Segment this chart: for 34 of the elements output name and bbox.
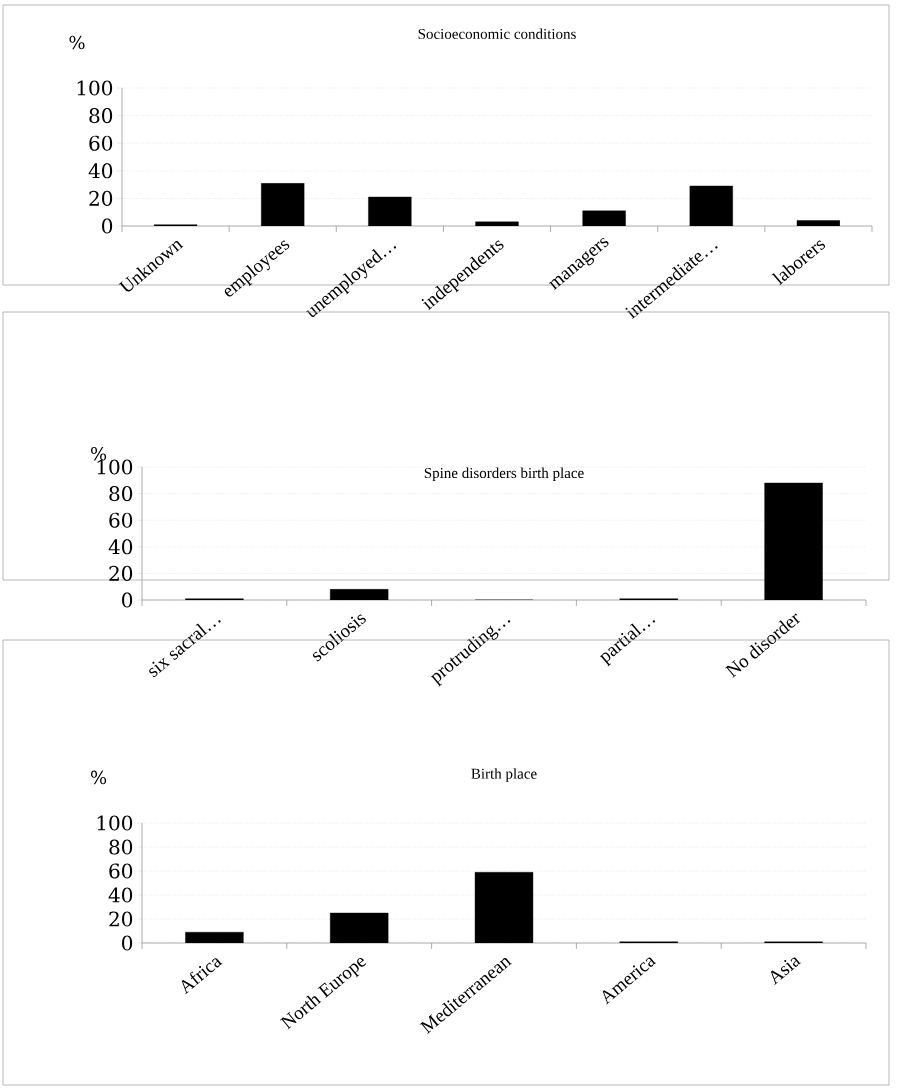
bar — [582, 210, 626, 227]
y-axis-title: % — [91, 770, 107, 785]
y-tick-label: 40 — [108, 887, 133, 903]
y-tick-label: 40 — [108, 539, 133, 555]
bar — [330, 912, 389, 944]
y-tick-label: 60 — [89, 135, 113, 151]
y-tick-label: 20 — [89, 190, 113, 206]
chart-title: Socioeconomic conditions — [418, 28, 576, 39]
bar — [368, 196, 412, 227]
y-tick-label: 0 — [102, 218, 113, 234]
bar — [474, 872, 534, 944]
chart-title: Spine disorders birth place — [424, 467, 584, 482]
y-tick-label: 20 — [109, 911, 133, 927]
y-tick-label: 40 — [88, 163, 113, 179]
y-tick-label: 60 — [109, 863, 133, 879]
bar — [261, 183, 305, 227]
y-tick-label: 100 — [77, 80, 113, 96]
y-tick-label: 80 — [109, 839, 133, 855]
y-tick-label: 0 — [122, 935, 133, 951]
bar — [475, 221, 519, 227]
y-axis-title: % — [69, 35, 85, 50]
y-tick-label: 20 — [109, 565, 133, 581]
y-tick-label: 100 — [97, 459, 133, 475]
y-axis-title: % — [91, 446, 107, 461]
bar — [796, 220, 841, 227]
bar — [689, 185, 733, 227]
chart-title: Birth place — [471, 768, 537, 782]
y-tick-label: 60 — [109, 512, 133, 528]
y-tick-label: 80 — [89, 108, 113, 124]
x-tick-label: Asia — [770, 957, 802, 985]
y-tick-label: 0 — [122, 592, 133, 608]
bar — [185, 932, 244, 944]
y-tick-label: 100 — [97, 815, 133, 831]
y-tick-label: 80 — [109, 486, 133, 502]
